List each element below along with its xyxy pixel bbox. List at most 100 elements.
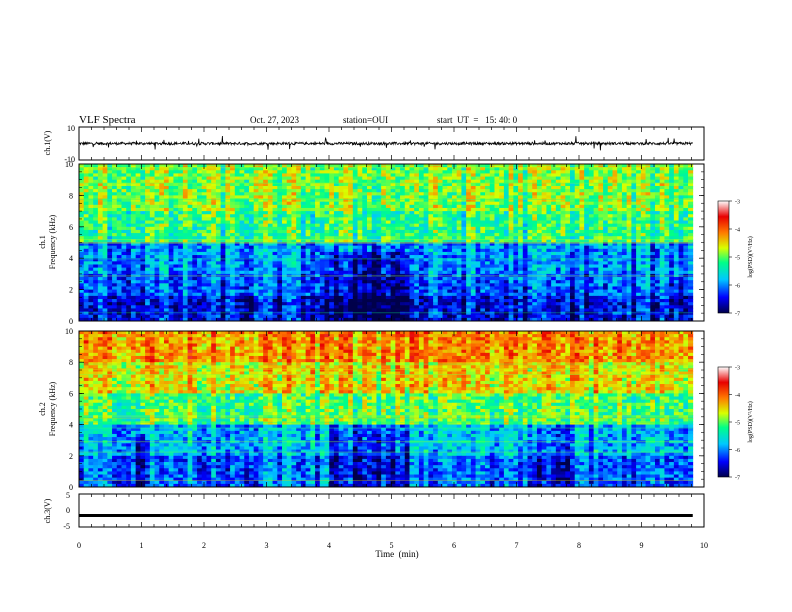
spectrogram-cell bbox=[527, 185, 533, 190]
spectrogram-cell bbox=[650, 207, 656, 212]
spectrogram-cell bbox=[659, 261, 665, 265]
spectrogram-cell bbox=[428, 211, 434, 215]
spectrogram-cell bbox=[291, 251, 297, 256]
spectrogram-cell bbox=[541, 192, 547, 196]
spectrogram-cell bbox=[527, 204, 533, 209]
spectrogram-cell bbox=[145, 226, 151, 231]
spectrogram-cell bbox=[456, 214, 462, 218]
spectrogram-cell bbox=[607, 229, 613, 234]
spectrogram-cell bbox=[102, 251, 108, 256]
spectrogram-cell bbox=[126, 264, 132, 269]
spectrogram-cell bbox=[588, 277, 594, 281]
spectrogram-cell bbox=[329, 258, 335, 262]
spectrogram-cell bbox=[348, 223, 354, 228]
spectrogram-cell bbox=[494, 226, 500, 231]
spectrogram-cell bbox=[197, 182, 203, 187]
spectrogram-cell bbox=[678, 192, 684, 196]
spectrogram-cell bbox=[607, 251, 613, 256]
spectrogram-cell bbox=[163, 277, 170, 281]
spectrogram-cell bbox=[513, 207, 519, 212]
spectrogram-cell bbox=[112, 173, 118, 177]
spectrogram-cell bbox=[163, 226, 170, 231]
spectrogram-cell bbox=[79, 251, 85, 256]
spectrogram-cell bbox=[551, 223, 557, 228]
spectrogram-cell bbox=[461, 239, 467, 243]
spectrogram-cell bbox=[168, 251, 174, 256]
spectrogram-cell bbox=[329, 179, 335, 184]
spectrogram-cell bbox=[603, 167, 609, 171]
spectrogram-cell bbox=[385, 189, 391, 193]
spectrogram-cell bbox=[404, 179, 410, 184]
spectrogram-cell bbox=[324, 236, 330, 240]
spectrogram-cell bbox=[220, 179, 226, 184]
spectrogram-cell bbox=[201, 214, 207, 218]
spectrogram-cell bbox=[140, 248, 146, 253]
spectrogram-cell bbox=[121, 251, 127, 256]
spectrogram-cell bbox=[88, 261, 94, 265]
spectrogram-cell bbox=[669, 236, 675, 240]
spectrogram-cell bbox=[409, 233, 415, 237]
spectrogram-cell bbox=[296, 179, 302, 184]
spectrogram-cell bbox=[300, 223, 307, 228]
spectrogram-cell bbox=[206, 176, 212, 181]
spectrogram-cell bbox=[536, 236, 543, 240]
spectrogram-cell bbox=[518, 236, 524, 240]
spectrogram-cell bbox=[178, 242, 184, 247]
spectrogram-cell bbox=[593, 192, 599, 196]
spectrogram-cell bbox=[348, 251, 354, 256]
spectrogram-cell bbox=[640, 220, 646, 225]
spectrogram-cell bbox=[612, 207, 618, 212]
spectrogram-cell bbox=[300, 176, 307, 181]
spectrogram-cell bbox=[485, 245, 491, 250]
spectrogram-cell bbox=[404, 217, 410, 221]
spectrogram-cell bbox=[404, 267, 410, 272]
spectrogram-cell bbox=[390, 229, 396, 234]
spectrogram-cell bbox=[371, 176, 377, 181]
spectrogram-cell bbox=[489, 223, 495, 228]
spectrogram-cell bbox=[333, 182, 340, 187]
spectrogram-cell bbox=[220, 233, 226, 237]
spectrogram-cell bbox=[475, 270, 481, 275]
spectrogram-cell bbox=[527, 192, 533, 196]
spectrogram-cell bbox=[593, 223, 599, 228]
spectrogram-cell bbox=[409, 270, 415, 275]
spectrogram-cell bbox=[593, 211, 599, 215]
spectrogram-cell bbox=[206, 220, 212, 225]
spectrogram-cell bbox=[263, 217, 269, 221]
spectrogram-cell bbox=[319, 277, 325, 281]
spectrogram-cell bbox=[650, 277, 656, 281]
spectrogram-cell bbox=[640, 261, 646, 265]
spectrogram-cell bbox=[324, 220, 330, 225]
spectrogram-cell bbox=[470, 277, 476, 281]
spectrogram-cell bbox=[565, 201, 571, 206]
spectrogram-cell bbox=[560, 189, 566, 193]
spectrogram-cell bbox=[645, 248, 651, 253]
spectrogram-cell bbox=[414, 170, 420, 174]
spectrogram-cell bbox=[631, 267, 637, 272]
spectrogram-cell bbox=[300, 270, 307, 275]
spectrogram-cell bbox=[253, 179, 259, 184]
spectrogram-cell bbox=[97, 280, 103, 284]
spectrogram-cell bbox=[584, 223, 590, 228]
spectrogram-cell bbox=[536, 229, 543, 234]
spectrogram-cell bbox=[555, 264, 561, 269]
spectrogram-cell bbox=[267, 204, 273, 209]
spectrogram-cell bbox=[296, 255, 302, 259]
spectrogram-cell bbox=[234, 264, 240, 269]
spectrogram-cell bbox=[617, 242, 623, 247]
spectrogram-cell bbox=[688, 189, 694, 193]
spectrogram-cell bbox=[494, 167, 500, 171]
spectrogram-cell bbox=[503, 251, 510, 256]
spectrogram-cell bbox=[163, 167, 170, 171]
spectrogram-cell bbox=[442, 258, 448, 262]
spectrogram-cell bbox=[371, 198, 377, 203]
spectrogram-cell bbox=[433, 220, 439, 225]
spectrogram-cell bbox=[598, 220, 604, 225]
spectrogram-cell bbox=[173, 195, 179, 199]
spectrogram-cell bbox=[551, 251, 557, 256]
spectrogram-cell bbox=[149, 207, 155, 212]
spectrogram-cell bbox=[485, 211, 491, 215]
spectrogram-cell bbox=[418, 245, 425, 250]
spectrogram-cell bbox=[333, 245, 340, 250]
spectrogram-cell bbox=[395, 223, 401, 228]
